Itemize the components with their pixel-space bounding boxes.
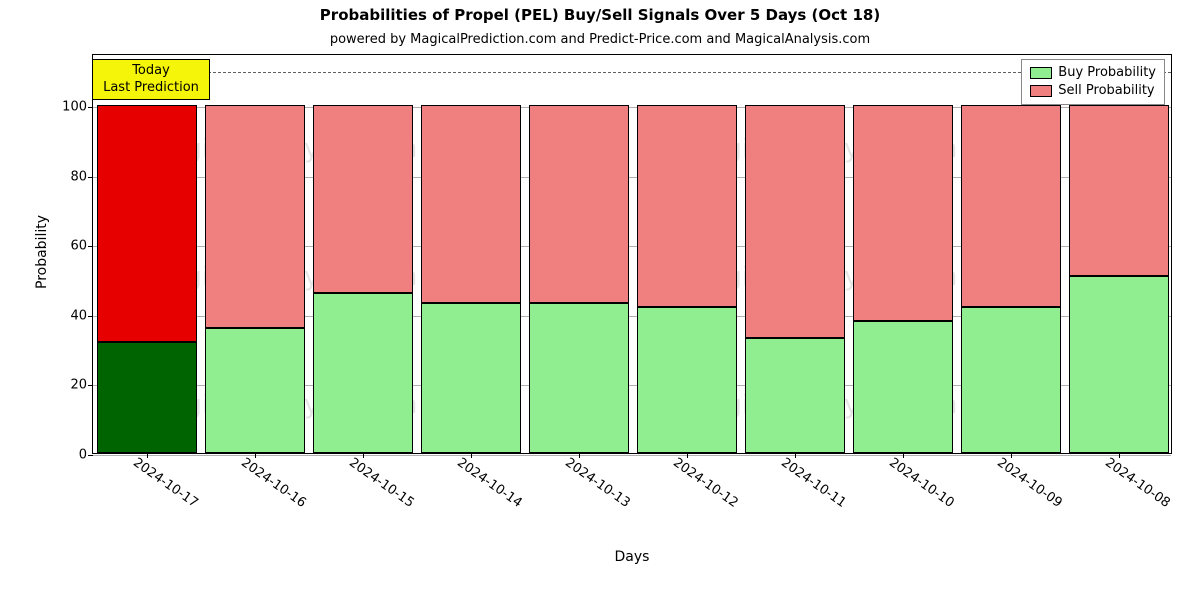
x-tick-mark [363,453,364,458]
sell-bar [961,105,1060,307]
y-tick-label: 60 [70,239,87,254]
x-tick-label: 2024-10-16 [238,455,309,511]
bar-slot: 2024-10-09 [961,55,1060,453]
sell-bar [529,105,628,303]
legend-swatch [1030,85,1052,97]
y-tick-label: 100 [62,100,87,115]
x-tick-label: 2024-10-11 [778,455,849,511]
x-tick-label: 2024-10-13 [562,455,633,511]
bar-slot: 2024-10-08 [1069,55,1168,453]
y-tick-mark [88,246,93,247]
y-tick-mark [88,107,93,108]
y-tick-label: 40 [70,308,87,323]
buy-bar [529,303,628,453]
sell-bar [637,105,736,307]
sell-bar [421,105,520,303]
sell-bar [205,105,304,328]
plot-area: 020406080100MagicalAnalysis.comMagicalAn… [92,54,1172,454]
x-tick-mark [795,453,796,458]
x-tick-label: 2024-10-15 [346,455,417,511]
y-tick-label: 20 [70,378,87,393]
bar-slot: 2024-10-14 [421,55,520,453]
sell-bar [745,105,844,338]
annotation-line: Today [101,63,201,79]
buy-bar [961,307,1060,453]
y-tick-mark [88,385,93,386]
x-tick-label: 2024-10-10 [886,455,957,511]
x-tick-mark [1119,453,1120,458]
sell-bar [1069,105,1168,275]
legend-label: Sell Probability [1058,82,1154,100]
x-tick-mark [579,453,580,458]
buy-bar [745,338,844,453]
legend-label: Buy Probability [1058,64,1156,82]
bar-slot: 2024-10-15 [313,55,412,453]
bar-slot: 2024-10-17 [97,55,196,453]
sell-bar [313,105,412,293]
bar-slot: 2024-10-11 [745,55,844,453]
today-annotation: TodayLast Prediction [92,59,210,100]
x-tick-mark [255,453,256,458]
y-tick-mark [88,177,93,178]
bar-slot: 2024-10-12 [637,55,736,453]
y-tick-label: 0 [79,448,87,463]
x-tick-mark [471,453,472,458]
buy-bar [853,321,952,453]
legend-item: Sell Probability [1030,82,1156,100]
x-tick-label: 2024-10-09 [994,455,1065,511]
y-axis-label: Probability [34,215,50,289]
buy-bar [313,293,412,453]
sell-bar [853,105,952,321]
buy-bar [97,342,196,453]
legend: Buy ProbabilitySell Probability [1021,59,1165,105]
x-tick-label: 2024-10-12 [670,455,741,511]
annotation-line: Last Prediction [101,80,201,96]
buy-bar [421,303,520,453]
bar-slot: 2024-10-10 [853,55,952,453]
chart-title: Probabilities of Propel (PEL) Buy/Sell S… [0,6,1200,24]
y-tick-mark [88,455,93,456]
x-tick-mark [903,453,904,458]
x-tick-label: 2024-10-17 [130,455,201,511]
x-tick-mark [1011,453,1012,458]
sell-bar [97,105,196,342]
legend-swatch [1030,67,1052,79]
y-tick-label: 80 [70,169,87,184]
x-tick-mark [147,453,148,458]
bar-slot: 2024-10-16 [205,55,304,453]
x-axis-label: Days [92,549,1172,565]
buy-bar [1069,276,1168,453]
legend-item: Buy Probability [1030,64,1156,82]
bar-slot: 2024-10-13 [529,55,628,453]
x-tick-label: 2024-10-14 [454,455,525,511]
buy-bar [205,328,304,453]
x-tick-label: 2024-10-08 [1102,455,1173,511]
buy-bar [637,307,736,453]
chart-subtitle: powered by MagicalPrediction.com and Pre… [0,32,1200,47]
y-tick-mark [88,316,93,317]
x-tick-mark [687,453,688,458]
chart-container: Probabilities of Propel (PEL) Buy/Sell S… [0,0,1200,600]
